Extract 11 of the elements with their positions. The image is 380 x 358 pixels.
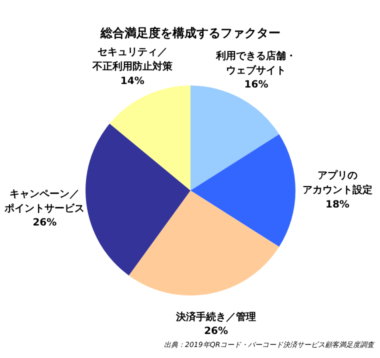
slice-label: 利用できる店舗・ウェブサイト (215, 50, 296, 76)
data-label: 16% (244, 80, 268, 91)
chart-title: 総合満足度を構成するファクター (100, 26, 280, 40)
data-label: 26% (204, 326, 228, 338)
data-label: 14% (120, 76, 144, 87)
data-label: 26% (32, 218, 57, 229)
data-label: 18% (325, 199, 350, 210)
slice-label: キャンペーン／ポイントサービス (4, 189, 85, 214)
slice-label: 決済手続き／管理 (175, 310, 256, 323)
slice-label: セキュリティ／不正利用防止対策 (91, 47, 174, 73)
slice-label: アプリのアカウント設定 (302, 170, 372, 196)
